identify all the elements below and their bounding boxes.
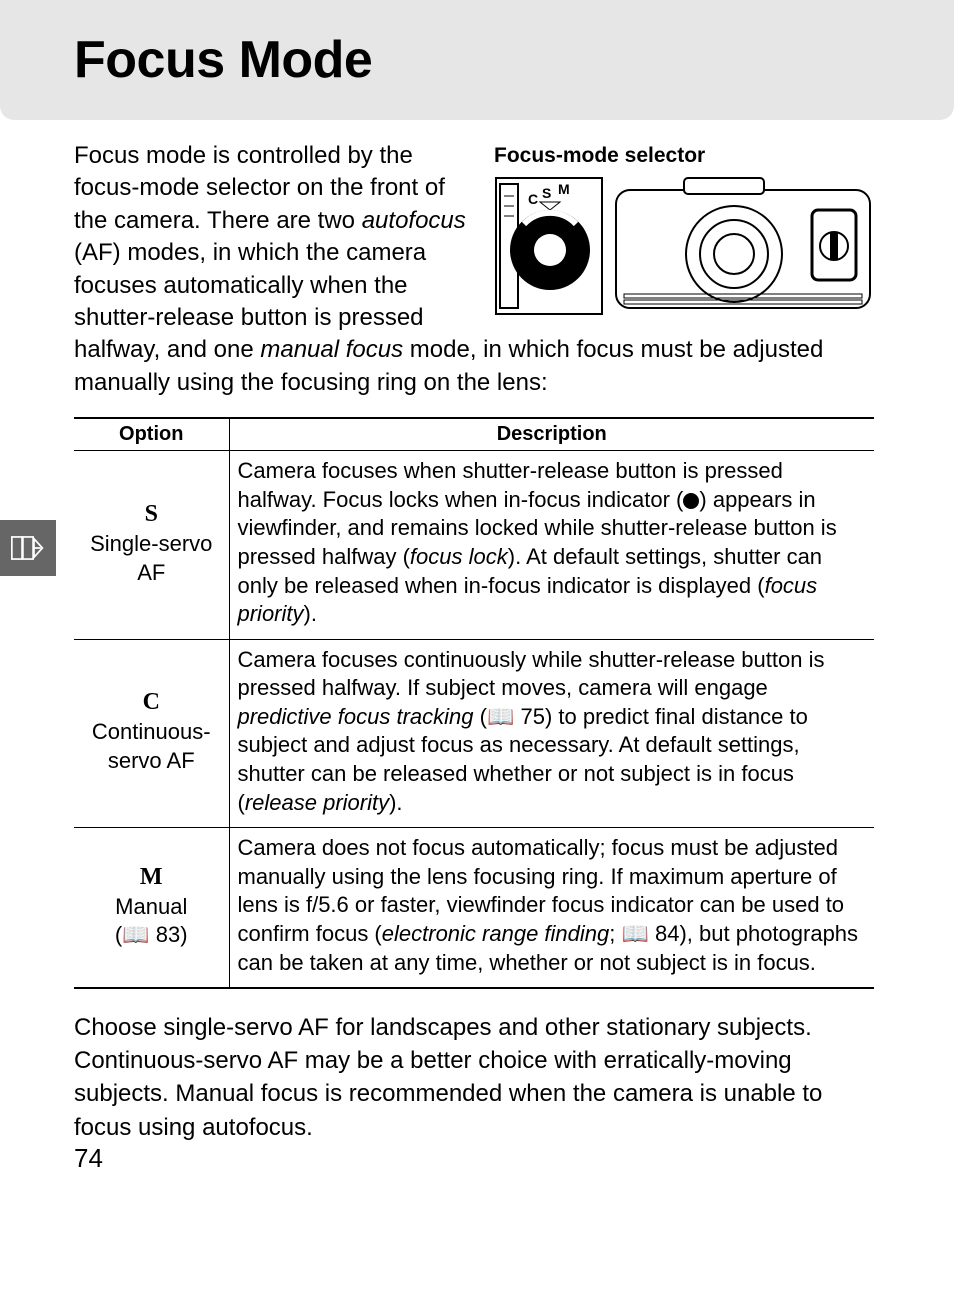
table-row: CContinuous-servo AFCamera focuses conti…: [74, 639, 874, 828]
table-row: SSingle-servo AFCamera focuses when shut…: [74, 451, 874, 640]
option-cell: CContinuous-servo AF: [74, 639, 229, 828]
option-cell: MManual(📖 83): [74, 828, 229, 988]
option-cell: SSingle-servo AF: [74, 451, 229, 640]
option-symbol: M: [82, 862, 221, 893]
manual-page: Focus Mode Focus-mode selector C S M: [0, 0, 954, 1174]
description-cell: Camera focuses continuously while shutte…: [229, 639, 874, 828]
svg-text:C: C: [528, 191, 538, 207]
option-name: Continuous-servo AF: [82, 718, 221, 775]
focus-indicator-dot-icon: [683, 493, 699, 509]
description-cell: Camera does not focus automatically; foc…: [229, 828, 874, 988]
page-number: 74: [74, 1143, 103, 1174]
svg-text:S: S: [542, 185, 551, 201]
option-name: Single-servo AF: [82, 530, 221, 587]
svg-text:M: M: [558, 181, 570, 197]
page-ref-icon: 📖: [487, 704, 514, 729]
emphasis: electronic range finding: [382, 921, 609, 946]
page-header: Focus Mode: [0, 0, 954, 120]
option-ref: (📖 83): [82, 921, 221, 950]
intro-em2: manual focus: [260, 336, 403, 363]
emphasis: predictive focus tracking: [238, 704, 474, 729]
emphasis: focus lock: [410, 544, 508, 569]
page-title: Focus Mode: [74, 30, 914, 90]
selector-closeup-icon: C S M: [494, 176, 604, 316]
intro-block: Focus-mode selector C S M: [74, 140, 874, 399]
col-option: Option: [74, 418, 229, 451]
description-cell: Camera focuses when shutter-release butt…: [229, 451, 874, 640]
focus-modes-table: Option Description SSingle-servo AFCamer…: [74, 417, 874, 989]
table-header-row: Option Description: [74, 418, 874, 451]
page-content: Focus-mode selector C S M: [0, 140, 954, 1144]
option-symbol: C: [82, 687, 221, 718]
page-ref-icon: 📖: [621, 921, 648, 946]
emphasis: focus priority: [238, 573, 818, 627]
selector-figures: C S M: [494, 176, 874, 316]
section-tab: [0, 520, 56, 576]
selector-caption: Focus-mode selector: [494, 144, 874, 168]
option-name: Manual: [82, 893, 221, 922]
option-symbol: S: [82, 499, 221, 530]
col-description: Description: [229, 418, 874, 451]
intro-em1: autofocus: [362, 207, 466, 234]
outro-paragraph: Choose single-servo AF for landscapes an…: [74, 1011, 874, 1143]
camera-front-icon: [614, 176, 872, 316]
focus-tab-icon: [11, 536, 45, 560]
emphasis: release priority: [245, 790, 389, 815]
table-row: MManual(📖 83)Camera does not focus autom…: [74, 828, 874, 988]
selector-figure-block: Focus-mode selector C S M: [494, 144, 874, 316]
